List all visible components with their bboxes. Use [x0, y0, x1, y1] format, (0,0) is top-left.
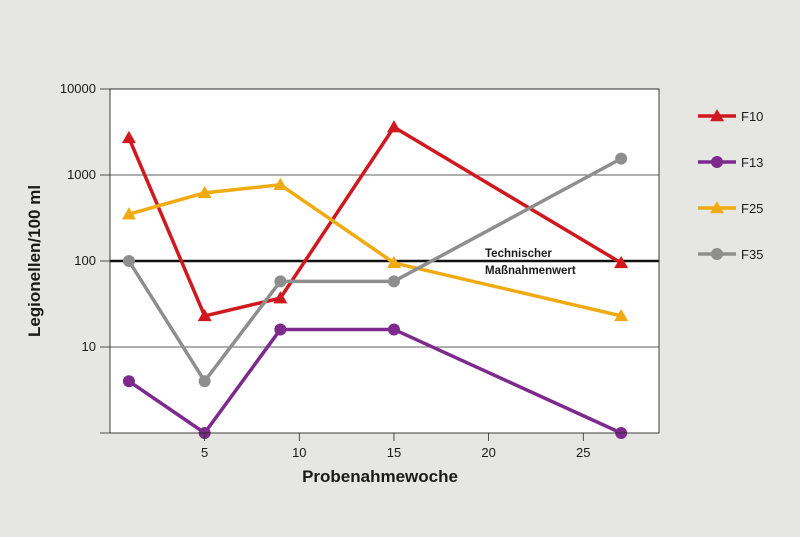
y-tick-label: 10000 — [60, 81, 96, 96]
legend-marker — [710, 109, 724, 122]
data-point-f25 — [273, 177, 288, 191]
data-point-f35 — [198, 375, 211, 388]
y-tick-label: 10 — [82, 339, 96, 354]
data-point-f13 — [122, 375, 135, 388]
data-point-f13 — [274, 323, 287, 336]
legend-label: F35 — [741, 247, 763, 262]
x-tick-label: 25 — [576, 445, 590, 460]
legend-marker — [710, 201, 724, 214]
data-point-f35 — [387, 275, 400, 288]
reference-label-line1: Technischer — [485, 248, 552, 260]
x-tick-label: 5 — [201, 445, 208, 460]
axes — [100, 88, 660, 441]
series-layer — [121, 120, 629, 439]
x-tick-label: 15 — [387, 445, 401, 460]
series-f35 — [122, 152, 628, 388]
y-axis-title: Legionellen/100 ml — [25, 185, 44, 337]
legend-item-f13: F13 — [698, 155, 763, 170]
legend-marker — [711, 156, 723, 168]
data-point-f35 — [615, 152, 628, 165]
data-point-f25 — [614, 308, 629, 322]
series-f10 — [121, 120, 629, 322]
data-point-f10 — [197, 308, 212, 322]
legend-item-f35: F35 — [698, 247, 763, 262]
legend: F10 F13 F25 F35 — [698, 109, 763, 262]
x-tick-label: 20 — [481, 445, 495, 460]
legend-item-f10: F10 — [698, 109, 763, 124]
legend-label: F13 — [741, 155, 763, 170]
plot-frame — [109, 88, 660, 434]
tick-labels: 10 100 1000 10000 5 10 15 20 25 — [60, 81, 591, 460]
data-point-f35 — [274, 275, 287, 288]
data-point-f25 — [197, 185, 212, 199]
data-point-f25 — [121, 207, 136, 220]
data-point-f13 — [387, 323, 400, 336]
data-point-f10 — [121, 130, 136, 144]
data-point-f25 — [386, 255, 401, 269]
data-point-f10 — [273, 291, 288, 304]
x-axis-title: Probenahmewoche — [302, 467, 458, 486]
data-point-f10 — [614, 255, 629, 269]
legend-item-f25: F25 — [698, 201, 763, 216]
y-tick-label: 100 — [74, 253, 96, 268]
data-point-f35 — [122, 255, 135, 267]
y-tick-label: 1000 — [67, 167, 96, 182]
reference-line: Technischer Maßnahmenwert — [110, 248, 659, 277]
series-f25 — [121, 177, 629, 322]
legend-label: F10 — [741, 109, 763, 124]
data-point-f10 — [386, 120, 401, 133]
legend-label: F25 — [741, 201, 763, 216]
reference-label-line2: Maßnahmenwert — [485, 265, 576, 277]
x-tick-label: 10 — [292, 445, 306, 460]
legend-marker — [711, 248, 723, 260]
